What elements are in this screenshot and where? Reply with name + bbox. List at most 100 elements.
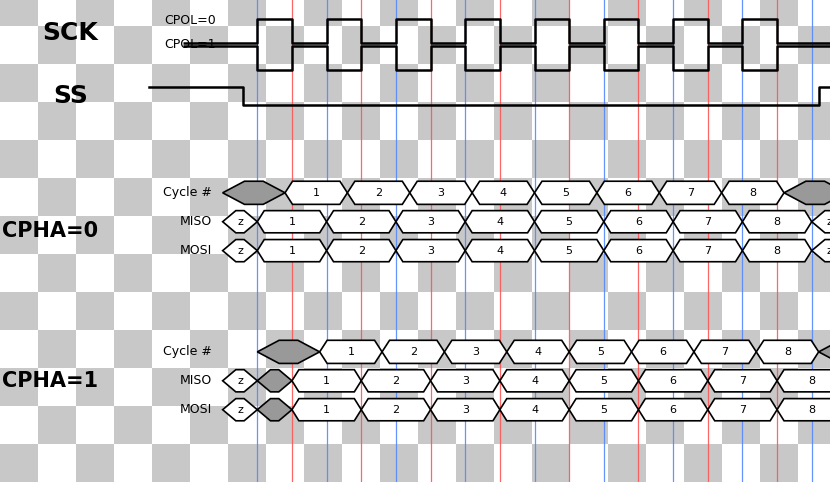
Bar bbox=[760, 102, 798, 140]
Text: CPOL=0: CPOL=0 bbox=[164, 14, 216, 27]
Bar bbox=[494, 0, 532, 26]
Text: 3: 3 bbox=[427, 246, 434, 255]
Bar bbox=[380, 0, 418, 26]
Bar bbox=[760, 330, 798, 368]
Bar bbox=[684, 330, 722, 368]
Bar bbox=[494, 140, 532, 178]
Bar bbox=[152, 102, 190, 140]
Bar bbox=[76, 292, 114, 330]
Polygon shape bbox=[632, 340, 694, 363]
Bar bbox=[114, 406, 152, 444]
Text: 3: 3 bbox=[461, 405, 469, 415]
Polygon shape bbox=[694, 340, 756, 363]
Bar bbox=[418, 178, 456, 216]
Bar bbox=[76, 102, 114, 140]
Bar bbox=[494, 444, 532, 482]
Bar bbox=[418, 292, 456, 330]
Bar bbox=[722, 330, 760, 368]
Bar bbox=[798, 406, 830, 444]
Bar bbox=[798, 178, 830, 216]
Text: z: z bbox=[826, 246, 830, 255]
Text: MISO: MISO bbox=[179, 375, 212, 387]
Text: CPHA=0: CPHA=0 bbox=[2, 221, 98, 241]
Bar bbox=[114, 444, 152, 482]
Bar bbox=[266, 140, 304, 178]
Bar bbox=[722, 292, 760, 330]
Bar bbox=[798, 444, 830, 482]
Bar bbox=[380, 368, 418, 406]
Bar bbox=[76, 254, 114, 292]
Text: z: z bbox=[237, 376, 243, 386]
Bar bbox=[646, 64, 684, 102]
Bar bbox=[152, 26, 190, 64]
Bar bbox=[380, 26, 418, 64]
Polygon shape bbox=[222, 211, 257, 233]
Bar bbox=[304, 330, 342, 368]
Bar bbox=[456, 102, 494, 140]
Polygon shape bbox=[673, 211, 742, 233]
Bar bbox=[190, 330, 228, 368]
Polygon shape bbox=[604, 240, 673, 262]
Text: SCK: SCK bbox=[42, 21, 99, 45]
Bar bbox=[342, 102, 380, 140]
Bar bbox=[380, 64, 418, 102]
Bar bbox=[266, 26, 304, 64]
Bar bbox=[380, 444, 418, 482]
Bar bbox=[722, 406, 760, 444]
Bar bbox=[114, 0, 152, 26]
Bar bbox=[38, 102, 76, 140]
Text: 7: 7 bbox=[721, 347, 729, 357]
Bar bbox=[418, 64, 456, 102]
Polygon shape bbox=[222, 240, 257, 262]
Bar bbox=[646, 216, 684, 254]
Polygon shape bbox=[708, 370, 777, 392]
Bar bbox=[760, 216, 798, 254]
Bar bbox=[608, 406, 646, 444]
Bar bbox=[76, 0, 114, 26]
Bar bbox=[456, 64, 494, 102]
Polygon shape bbox=[784, 181, 830, 204]
Text: 4: 4 bbox=[496, 217, 504, 227]
Text: 2: 2 bbox=[358, 217, 365, 227]
Bar bbox=[38, 254, 76, 292]
Bar bbox=[608, 330, 646, 368]
Bar bbox=[304, 64, 342, 102]
Bar bbox=[684, 140, 722, 178]
Bar bbox=[342, 330, 380, 368]
Polygon shape bbox=[742, 211, 812, 233]
Bar bbox=[380, 140, 418, 178]
Bar bbox=[456, 368, 494, 406]
Polygon shape bbox=[756, 340, 818, 363]
Bar bbox=[152, 64, 190, 102]
Bar bbox=[570, 26, 608, 64]
Bar bbox=[456, 254, 494, 292]
Polygon shape bbox=[292, 399, 361, 421]
Bar bbox=[418, 140, 456, 178]
Bar bbox=[646, 368, 684, 406]
Bar bbox=[760, 406, 798, 444]
Bar bbox=[456, 140, 494, 178]
Bar bbox=[38, 216, 76, 254]
Bar bbox=[380, 292, 418, 330]
Bar bbox=[722, 26, 760, 64]
Bar bbox=[266, 64, 304, 102]
Bar bbox=[190, 444, 228, 482]
Bar bbox=[228, 26, 266, 64]
Polygon shape bbox=[257, 370, 292, 392]
Bar bbox=[456, 0, 494, 26]
Polygon shape bbox=[320, 340, 382, 363]
Bar bbox=[76, 330, 114, 368]
Text: MOSI: MOSI bbox=[179, 403, 212, 416]
Bar bbox=[608, 0, 646, 26]
Bar bbox=[304, 102, 342, 140]
Polygon shape bbox=[742, 240, 812, 262]
Bar bbox=[228, 140, 266, 178]
Text: 7: 7 bbox=[739, 405, 746, 415]
Bar bbox=[76, 406, 114, 444]
Polygon shape bbox=[257, 240, 326, 262]
Bar bbox=[228, 368, 266, 406]
Bar bbox=[114, 102, 152, 140]
Bar bbox=[0, 216, 38, 254]
Bar bbox=[342, 178, 380, 216]
Bar bbox=[722, 444, 760, 482]
